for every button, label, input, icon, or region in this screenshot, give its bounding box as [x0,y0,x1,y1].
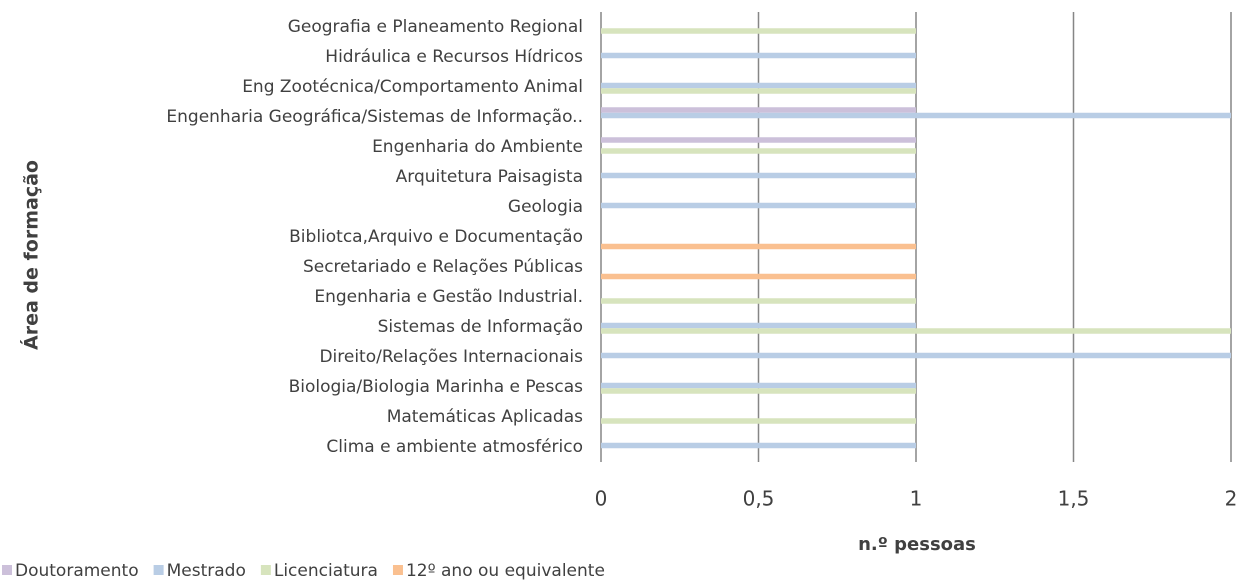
x-tick-label: 0,5 [743,487,775,511]
bar [601,352,1231,359]
bar [601,148,916,154]
y-tick-label: Engenharia do Ambiente [372,137,583,157]
x-tick-label: 1 [910,487,923,511]
x-tick-label: 0 [595,487,608,511]
x-tick-label: 2 [1225,487,1238,511]
bar [601,82,916,89]
bar [601,243,916,250]
legend-label: Doutoramento [15,561,139,580]
x-tick-label: 1,5 [1058,487,1090,511]
bar [601,273,916,280]
y-tick-label: Biologia/Biologia Marinha e Pescas [289,377,584,397]
bar [601,418,916,424]
legend-item: Licenciatura [260,561,378,581]
bar [601,88,916,94]
bar [601,328,1231,334]
legend-swatch [153,565,164,575]
bar [601,52,916,59]
y-axis-title: Área de formação [20,160,43,350]
y-tick-label: Geografia e Planeamento Regional [288,17,583,37]
bar [601,298,916,304]
y-tick-label: Direito/Relações Internacionais [319,347,583,367]
y-tick-label: Arquitetura Paisagista [396,167,583,187]
bar [601,202,916,209]
legend-item: Doutoramento [2,561,139,581]
y-tick-label: Bibliotca,Arquivo e Documentação [289,227,583,247]
y-tick-label: Hidráulica e Recursos Hídricos [325,47,583,67]
legend-swatch [392,565,403,575]
legend-label: 12º ano ou equivalente [406,561,605,580]
bar [601,137,916,143]
bar [601,382,916,389]
bar [601,172,916,179]
bar [601,388,916,394]
legend-label: Licenciatura [274,561,378,580]
legend-item: 12º ano ou equivalente [392,561,605,581]
y-tick-label: Engenharia Geográfica/Sistemas de Inform… [166,107,583,127]
y-tick-label: Sistemas de Informação [378,317,583,337]
x-axis-title: n.º pessoas [858,534,976,555]
y-tick-label: Clima e ambiente atmosférico [326,437,583,457]
bar [601,442,916,449]
legend-label: Mestrado [167,561,246,580]
y-tick-label: Matemáticas Aplicadas [387,407,583,427]
y-tick-label: Engenharia e Gestão Industrial. [314,287,583,307]
legend-swatch [2,565,12,575]
y-tick-label: Secretariado e Relações Públicas [303,257,583,277]
y-tick-label: Eng Zootécnica/Comportamento Animal [242,77,583,97]
bar [601,112,1231,119]
bar [601,28,916,34]
bar [601,322,916,329]
legend-item: Mestrado [153,561,246,581]
y-tick-label: Geologia [508,197,583,217]
bar [601,107,916,113]
legend-swatch [260,565,271,575]
